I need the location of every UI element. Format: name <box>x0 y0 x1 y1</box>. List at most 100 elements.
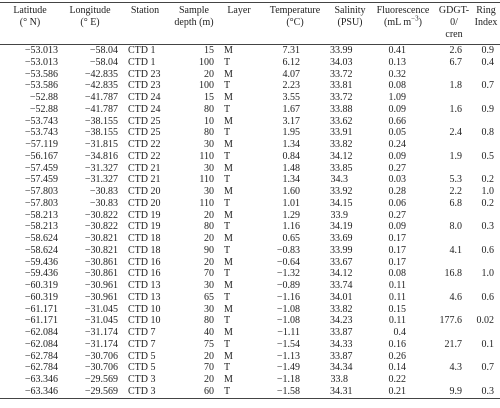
header-text: depth (m) <box>174 17 214 28</box>
table-cell: 70 <box>204 268 214 280</box>
table-cell: CTD 21 <box>128 162 161 174</box>
table-cell <box>436 374 472 386</box>
table-cell: 20 <box>204 233 214 244</box>
table-cell: −31.045 <box>84 303 118 315</box>
table-cell: −53.743 <box>24 115 58 127</box>
table-cell: −57.119 <box>25 139 58 150</box>
table-cell: 15 <box>204 92 214 103</box>
table-cell: 0.7 <box>481 80 495 92</box>
table-cell: −42.835 <box>84 80 118 92</box>
header-text: Sample <box>179 5 209 16</box>
table-cell: 0.7 <box>481 362 495 374</box>
table-cell <box>472 233 500 245</box>
table-cell: 4.1 <box>449 244 463 256</box>
table-cell: 1.95 <box>282 127 301 139</box>
table-cell: 20 <box>204 350 214 362</box>
unit-exponent: −3 <box>411 14 419 23</box>
table-cell: 6.8 <box>449 197 463 209</box>
column-header: Latitude (° N) <box>0 2 60 45</box>
table-cell: 80 <box>204 315 214 327</box>
table-cell: −57.803 <box>24 197 58 209</box>
table-cell: 1.16 <box>282 221 301 233</box>
table-cell: 0.08 <box>388 80 407 92</box>
table-cell: 0.11 <box>388 315 406 327</box>
table-cell: −1.58 <box>260 385 330 399</box>
table-cell: 34.33 <box>330 338 353 350</box>
table-cell: 0.65 <box>282 233 301 244</box>
table-cell: 1.8 <box>449 80 463 92</box>
table-cell: T <box>224 221 231 233</box>
table-cell: −58.04 <box>89 56 118 68</box>
table-row: −52.88 −41.787 CTD 24 15 M 3.55 33.72 1.09 <box>0 92 500 104</box>
header-text: Index <box>474 17 498 28</box>
table-cell: M <box>224 68 233 80</box>
table-cell: −0.89 <box>276 280 300 291</box>
table-cell: 33.72 <box>330 92 353 103</box>
table-cell: M <box>224 303 233 315</box>
table-cell: −58.213 <box>24 209 58 221</box>
table-row: −58.624 −30.821 CTD 18 90 T −0.83 33.99 0.17 4.1… <box>0 245 500 257</box>
table-cell: 33.9 <box>330 209 349 221</box>
table-cell: −59.436 <box>24 268 58 280</box>
table-cell: 0.4 <box>393 327 407 338</box>
table-cell: 0.13 <box>388 56 407 68</box>
table-cell: −31.174 <box>84 327 118 338</box>
table-cell: −60.319 <box>24 291 58 303</box>
table-cell: −62.784 <box>24 362 58 374</box>
table-cell: 0.9 <box>481 103 495 115</box>
table-cell: CTD 3 <box>128 374 156 385</box>
table-cell: −1.16 <box>276 291 300 303</box>
table-cell: 0.2 <box>481 174 495 186</box>
table-cell: 0.41 <box>388 45 407 56</box>
table-cell: −57.459 <box>24 162 58 174</box>
table-cell <box>472 210 500 222</box>
table-cell: 80 <box>204 127 214 139</box>
table-cell: CTD 13 <box>128 280 161 291</box>
table-cell: 33.62 <box>330 115 353 127</box>
table-cell: T <box>224 338 231 350</box>
table-cell: M <box>224 162 233 174</box>
table-cell: −1.18 <box>276 374 300 385</box>
table-cell: 0.06 <box>388 197 407 209</box>
table-cell: 6.12 <box>282 56 301 68</box>
table-cell: 33.72 <box>330 68 353 80</box>
table-cell: −41.787 <box>84 92 118 103</box>
table-cell: 30 <box>204 303 214 315</box>
table-cell: 33.85 <box>330 162 353 174</box>
table-cell: 0.6 <box>481 291 495 303</box>
table-row: −61.171 −31.045 CTD 10 80 T −1.08 34.23 0.11 177… <box>0 315 500 327</box>
table-cell: −38.155 <box>84 127 118 139</box>
table-cell: −30.83 <box>89 197 118 209</box>
table-cell <box>436 210 472 222</box>
table-row: −63.346 −29.569 CTD 3 60 T −1.58 34.31 0.21 9.9 0… <box>0 385 500 399</box>
header-text: Station <box>130 5 160 16</box>
table-cell <box>472 280 500 292</box>
table-cell: 33.67 <box>330 256 353 268</box>
table-cell: T <box>224 291 231 303</box>
column-header: Layer <box>218 2 260 45</box>
header-text: Fluorescence <box>376 5 430 16</box>
table-cell <box>436 116 472 128</box>
table-row: −57.803 −30.83 CTD 20 30 M 1.60 33.92 0.28 2.2 1.… <box>0 186 500 198</box>
table-cell: CTD 16 <box>128 268 161 280</box>
table-cell: −30.821 <box>84 244 118 256</box>
table-cell: CTD 5 <box>128 350 156 362</box>
table-row: −62.084 −31.174 CTD 7 40 M −1.11 33.87 0.4 <box>0 327 500 339</box>
table-cell: 30 <box>204 162 214 174</box>
table-cell: 34.01 <box>330 291 353 303</box>
table-cell: T <box>224 127 231 139</box>
table-cell: 9.9 <box>436 385 472 399</box>
table-cell: 4.6 <box>449 291 463 303</box>
table-cell: CTD 1 <box>128 56 156 68</box>
table-cell: −60.319 <box>24 280 58 291</box>
table-cell: 34.3 <box>330 174 349 186</box>
header-text: (mL m <box>384 17 412 28</box>
table-cell: 80 <box>204 103 214 115</box>
table-cell: 100 <box>199 56 214 68</box>
table-cell: T <box>224 150 231 162</box>
table-cell: 75 <box>204 338 214 350</box>
table-cell: 90 <box>204 244 214 256</box>
table-cell: T <box>224 197 231 209</box>
table-cell <box>436 163 472 175</box>
column-header: Salinity (PSU) <box>330 2 370 45</box>
